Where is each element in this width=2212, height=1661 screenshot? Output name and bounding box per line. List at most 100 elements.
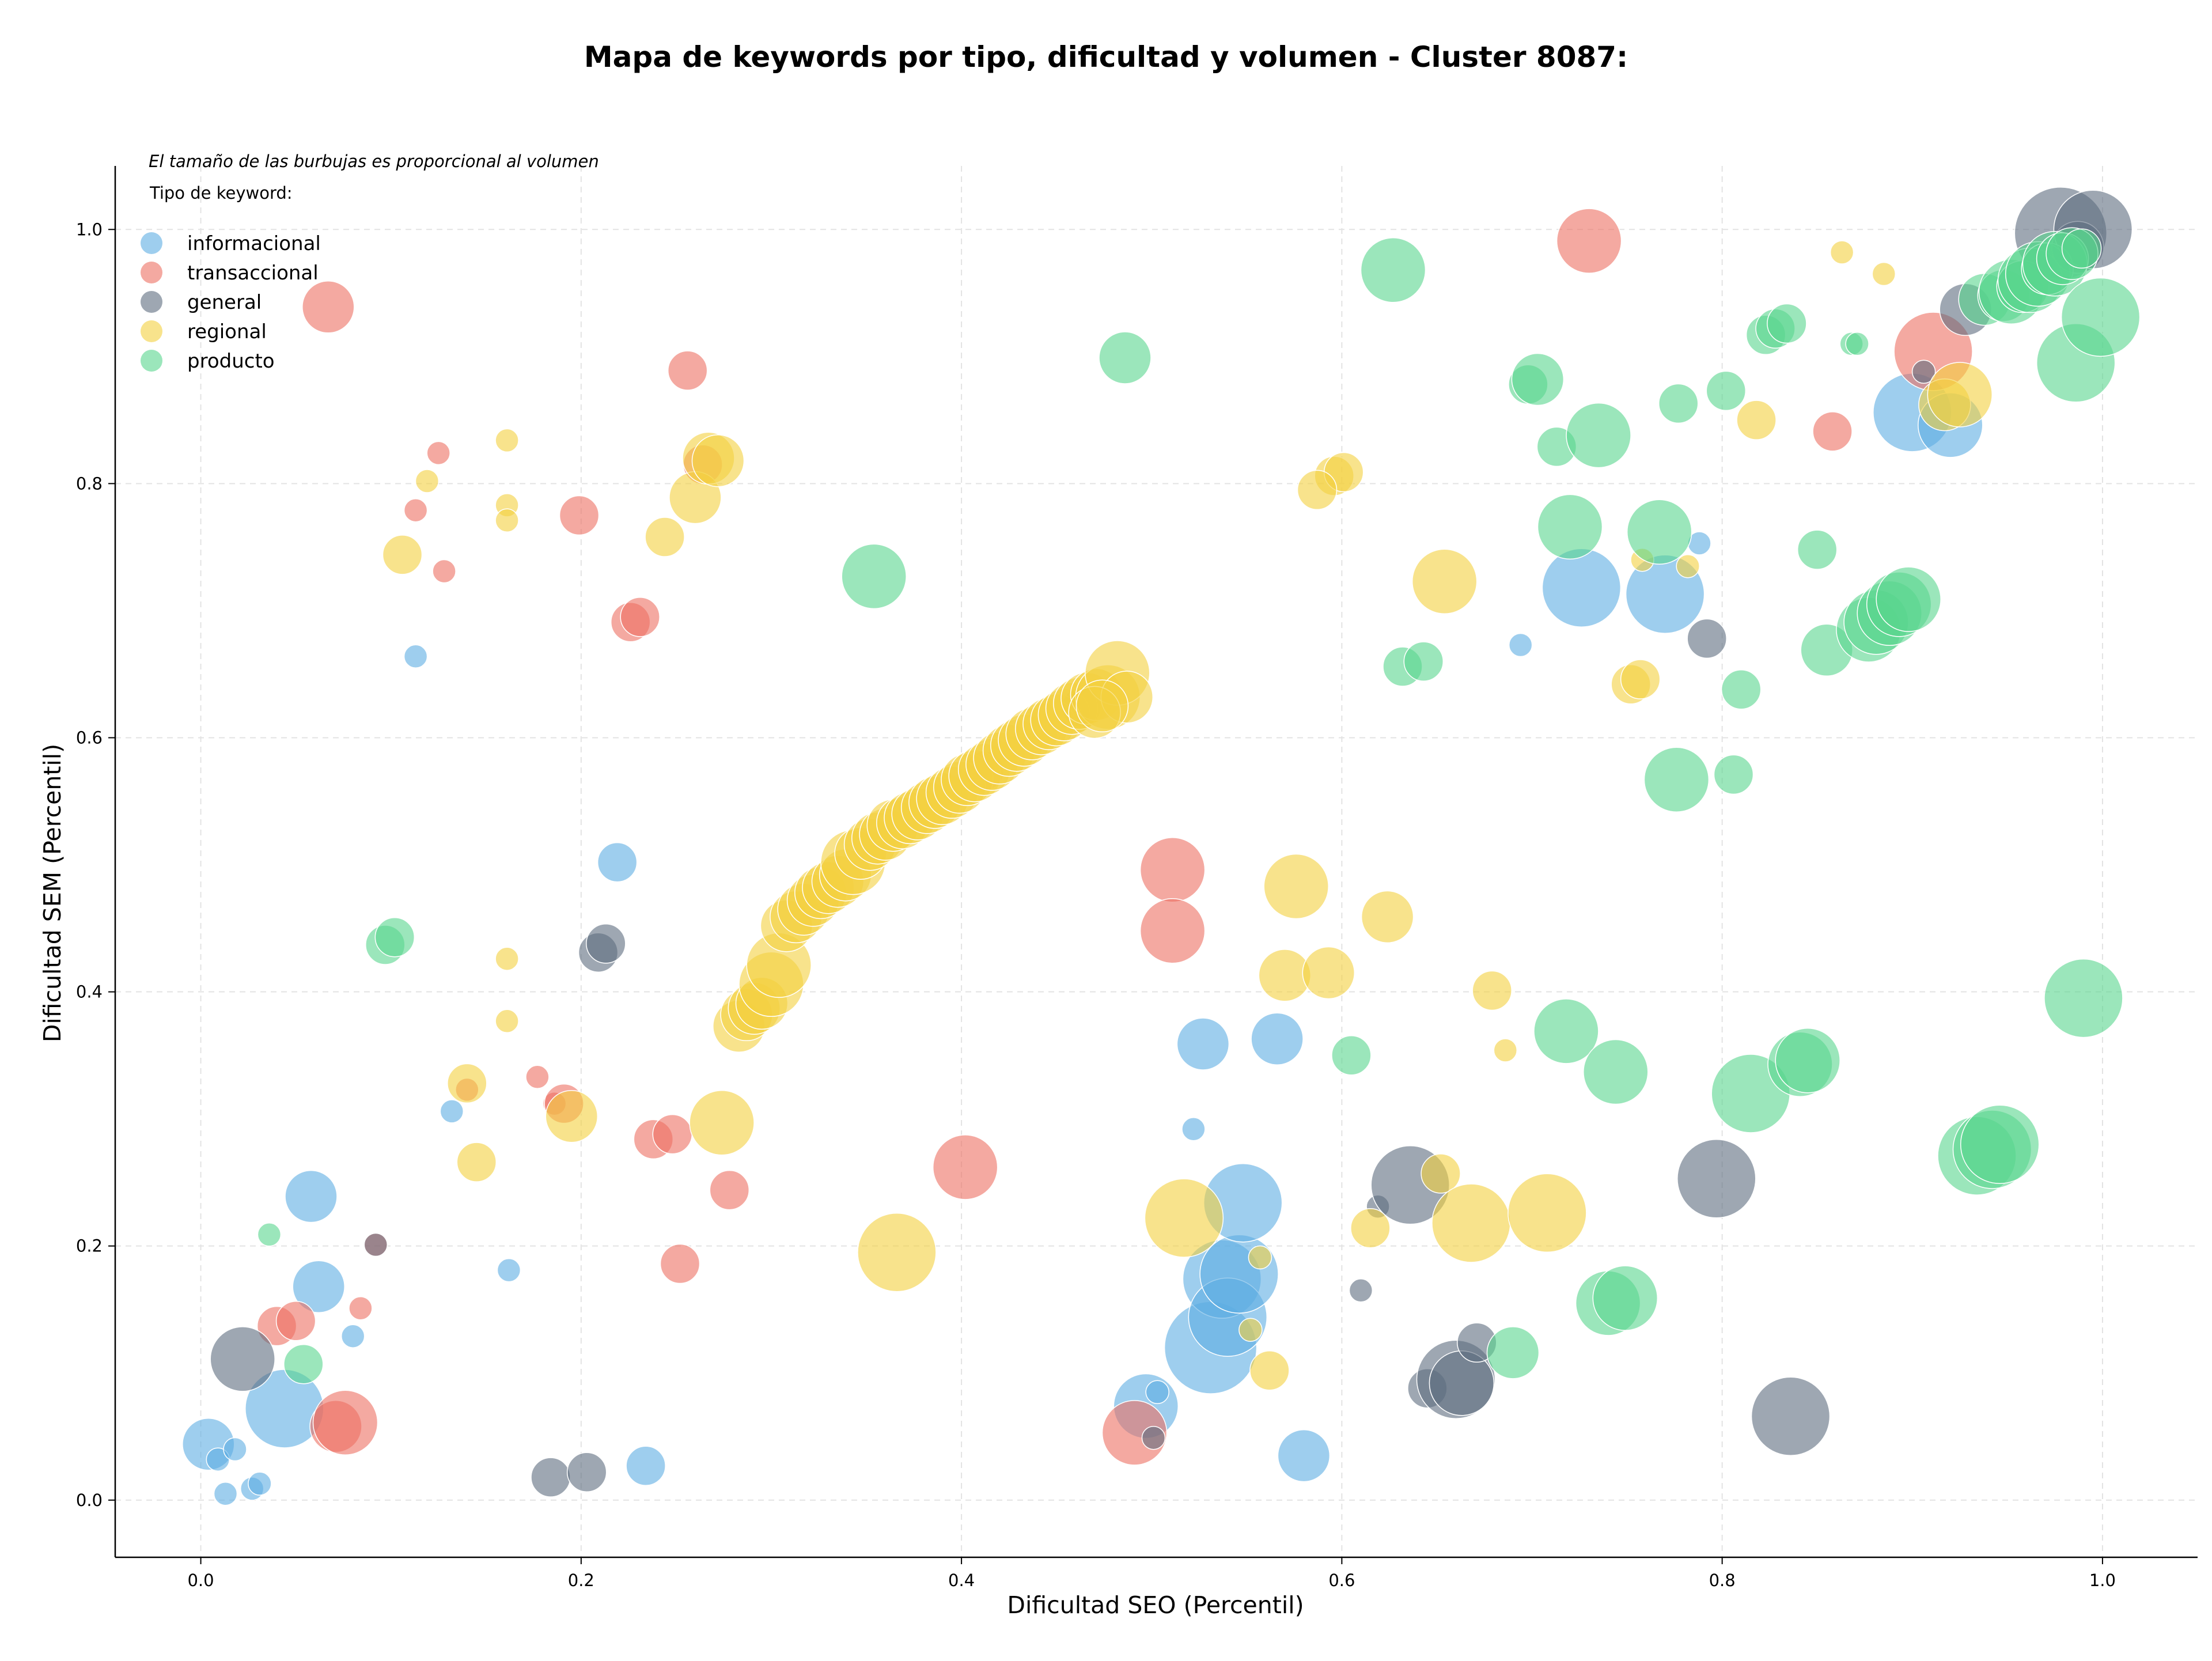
legend: informacional transaccional general regiona…	[141, 232, 321, 373]
bubble-producto-31	[1775, 1027, 1840, 1094]
bubble-producto-29	[1767, 303, 1807, 344]
bubble-informacional-25	[1277, 1429, 1331, 1482]
bubble-regional-67	[1249, 1350, 1290, 1391]
bubble-regional-9	[545, 1089, 599, 1143]
x-tick-label-1: 0.2	[568, 1571, 594, 1590]
bubble-general-18	[1911, 360, 1936, 384]
bubble-producto-4	[841, 543, 907, 610]
bubble-regional-90	[1927, 362, 1993, 427]
bubble-transaccional-7	[403, 498, 428, 523]
bubble-informacional-14	[626, 1446, 666, 1486]
bubble-general-2	[531, 1457, 571, 1497]
y-tick-label-0: 0.0	[76, 1490, 103, 1510]
bubble-transaccional-16	[620, 597, 660, 637]
bubble-regional-35	[857, 1212, 937, 1292]
legend-label-informacional: informacional	[187, 232, 321, 255]
bubble-producto-20	[1626, 499, 1692, 565]
x-tick-label-4: 0.8	[1709, 1571, 1736, 1590]
legend-marker-transaccional	[141, 262, 162, 283]
bubble-regional-83	[1620, 659, 1661, 699]
bubble-regional-14	[689, 1089, 755, 1156]
bubble-regional-69	[1263, 853, 1329, 920]
bubble-producto-24	[1713, 754, 1754, 795]
bubble-informacional-10	[403, 644, 428, 669]
bubble-regional-1	[415, 469, 440, 493]
bubble-producto-19	[1592, 1265, 1658, 1331]
bubble-producto-22	[1658, 383, 1699, 424]
bubble-producto-7	[1360, 237, 1426, 303]
bubble-informacional-11	[440, 1099, 464, 1123]
bubble-regional-13	[691, 434, 745, 487]
bubble-producto-21	[1643, 747, 1710, 812]
bubble-transaccional-11	[525, 1065, 550, 1089]
bubble-transaccional-19	[660, 1243, 700, 1284]
legend-item-informacional: informacional	[141, 232, 321, 255]
bubble-transaccional-4	[312, 1390, 378, 1455]
y-tick-label-4: 0.8	[76, 474, 103, 493]
bubble-informacional-8	[292, 1260, 345, 1313]
bubble-transaccional-28	[1556, 208, 1622, 274]
bubble-regional-85	[1676, 554, 1700, 578]
bubble-transaccional-22	[709, 1170, 750, 1210]
x-tick-label-5: 1.0	[2089, 1571, 2116, 1590]
series-producto	[257, 227, 2141, 1384]
bubble-regional-80	[1493, 1038, 1518, 1062]
bubble-transaccional-26	[1139, 837, 1206, 903]
bubble-informacional-5	[248, 1471, 272, 1496]
bubble-producto-56	[2044, 958, 2123, 1038]
series-informacional	[182, 373, 1983, 1506]
bubble-transaccional-18	[652, 1114, 693, 1155]
bubble-regional-64	[1144, 1178, 1224, 1258]
bubble-transaccional-8	[426, 441, 450, 466]
bubble-informacional-18	[1176, 1017, 1230, 1070]
bubble-transaccional-1	[275, 1301, 316, 1341]
bubble-producto-1	[283, 1344, 324, 1384]
bubble-regional-75	[1361, 890, 1414, 944]
bubble-producto-5	[1099, 331, 1152, 384]
bubble-general-3	[566, 1452, 607, 1492]
bubble-informacional-9	[340, 1324, 365, 1348]
bubble-regional-3	[447, 1063, 487, 1104]
bubble-producto-18	[1583, 1039, 1649, 1105]
bubble-producto-57	[2061, 277, 2141, 357]
bubble-transaccional-23	[932, 1134, 998, 1200]
bubble-transaccional-9	[432, 559, 456, 584]
bubble-informacional-26	[1508, 633, 1533, 657]
bubble-general-8	[1349, 1278, 1373, 1303]
legend-label-general: general	[187, 291, 262, 314]
axes-layer: 0.0 0.2 0.4 0.6 0.8 1.0 0.0 0.2 0.4 0.6 0.8 1.0	[76, 166, 2198, 1590]
bubble-regional-78	[1431, 1183, 1511, 1263]
y-tick-label-2: 0.4	[76, 982, 103, 1002]
legend-label-regional: regional	[187, 320, 267, 343]
legend-item-transaccional: transaccional	[141, 262, 319, 285]
bubble-transaccional-27	[1139, 898, 1206, 964]
legend-label-transaccional: transaccional	[187, 262, 319, 285]
bubble-informacional-24	[1251, 1012, 1304, 1065]
bubble-producto-6	[1331, 1035, 1372, 1076]
bubble-transaccional-29	[1812, 411, 1853, 452]
bubble-regional-4	[495, 428, 519, 453]
bubble-regional-88	[1872, 262, 1896, 286]
bubble-regional-73	[1297, 470, 1338, 510]
bubble-general-1	[363, 1232, 388, 1257]
bubble-transaccional-20	[667, 350, 708, 391]
bubble-regional-70	[1302, 946, 1355, 1000]
bubble-producto-55	[2061, 228, 2102, 269]
bubble-size-note: El tamaño de las burbujas es proporciona…	[149, 152, 599, 171]
legend-item-regional: regional	[141, 320, 267, 343]
bubble-general-15	[1687, 618, 1727, 659]
bubble-general-7	[1141, 1425, 1166, 1450]
x-axis-label: Dificultad SEO (Percentil)	[1007, 1591, 1304, 1619]
bubble-informacional-22	[1199, 1234, 1279, 1314]
bubble-producto-23	[1706, 370, 1747, 411]
bubble-general-16	[1677, 1139, 1756, 1219]
bubble-regional-86	[1736, 400, 1777, 440]
legend-marker-informacional	[141, 232, 162, 254]
bubble-regional-76	[1421, 1153, 1461, 1194]
bubble-regional-74	[1350, 1208, 1391, 1248]
bubble-producto-12	[1511, 353, 1565, 406]
bubble-producto-15	[1537, 494, 1603, 560]
bubble-regional-8	[495, 1009, 519, 1034]
bubble-producto-0	[257, 1223, 282, 1247]
